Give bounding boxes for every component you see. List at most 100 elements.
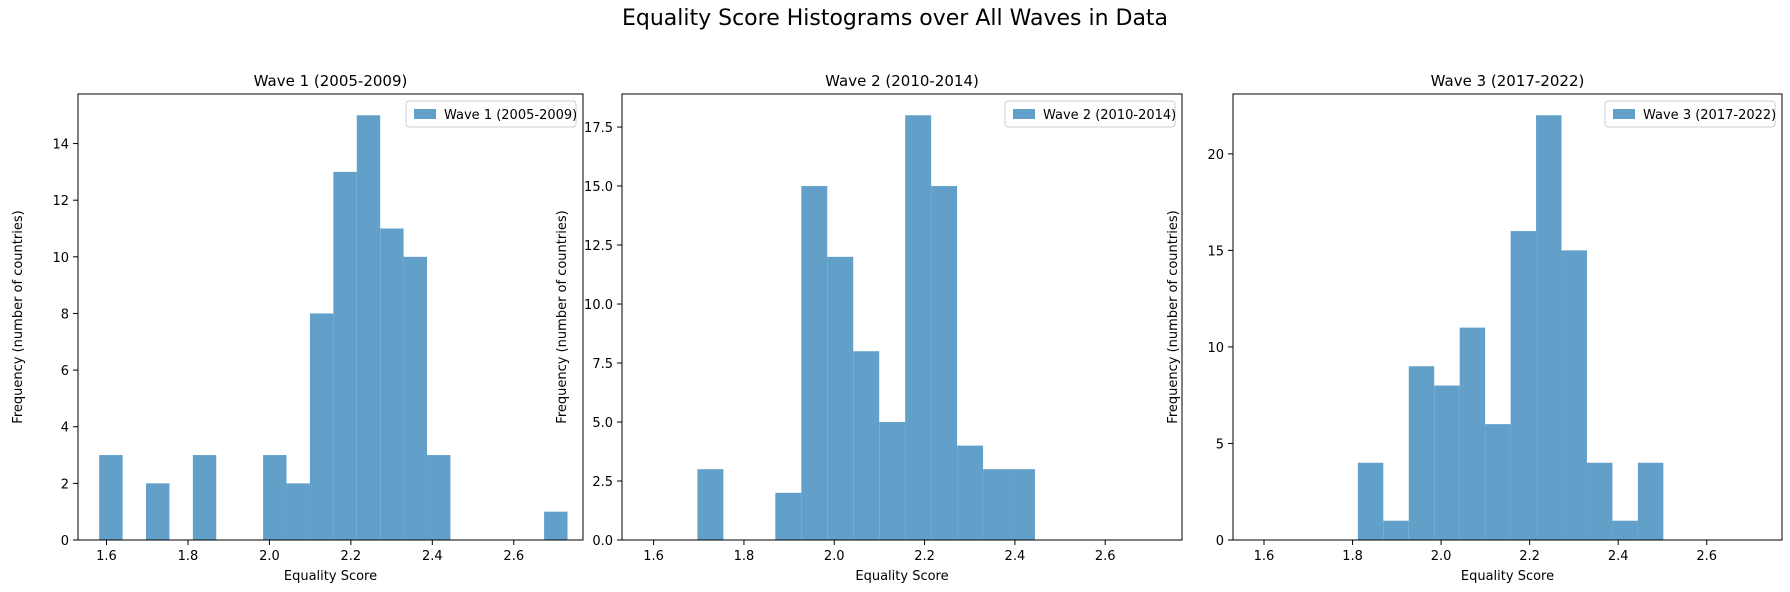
y-axis-label: Frequency (number of countries) bbox=[555, 210, 570, 423]
legend: Wave 2 (2010-2014) bbox=[1004, 100, 1176, 128]
x-tick-label: 2.6 bbox=[1696, 549, 1717, 564]
histogram-bar bbox=[286, 483, 310, 540]
figure-title: Equality Score Histograms over All Waves… bbox=[621, 6, 1169, 31]
y-tick-label: 4 bbox=[61, 421, 69, 436]
y-axis-label: Frequency (number of countries) bbox=[1166, 210, 1181, 423]
histogram-bar bbox=[775, 492, 802, 540]
y-tick-label: 2 bbox=[61, 477, 69, 492]
y-tick-label: 0 bbox=[1216, 534, 1224, 549]
histogram-bar bbox=[931, 186, 958, 541]
x-tick-label: 2.2 bbox=[914, 549, 935, 564]
x-axis-label: Equality Score bbox=[855, 569, 948, 584]
histogram-bar bbox=[801, 186, 828, 541]
y-tick-label: 20 bbox=[1207, 148, 1224, 163]
x-tick-label: 2.4 bbox=[1005, 549, 1026, 564]
y-tick-label: 15.0 bbox=[584, 180, 613, 195]
histogram-bar bbox=[1408, 366, 1435, 540]
subplot-title: Wave 1 (2005-2009) bbox=[254, 72, 408, 90]
histogram-bar bbox=[99, 455, 123, 540]
x-tick-label: 2.2 bbox=[341, 549, 362, 564]
y-tick-label: 5.0 bbox=[592, 416, 613, 431]
y-tick-label: 10 bbox=[1207, 341, 1224, 356]
legend-box bbox=[1604, 100, 1776, 128]
subplot-title: Wave 3 (2017-2022) bbox=[1431, 72, 1585, 90]
histogram-bar bbox=[309, 313, 334, 540]
legend-label: Wave 2 (2010-2014) bbox=[1043, 108, 1176, 123]
histogram-bar bbox=[1612, 520, 1638, 540]
x-tick-label: 1.8 bbox=[1342, 549, 1363, 564]
legend-label: Wave 3 (2017-2022) bbox=[1643, 108, 1776, 123]
y-tick-label: 8 bbox=[61, 307, 69, 322]
histogram-bar bbox=[1383, 520, 1409, 540]
histogram-bar bbox=[263, 455, 287, 540]
legend-box bbox=[1004, 100, 1176, 128]
x-tick-label: 2.0 bbox=[824, 549, 845, 564]
histogram-bar bbox=[1459, 327, 1486, 540]
x-tick-label: 2.0 bbox=[1431, 549, 1452, 564]
y-tick-label: 0.0 bbox=[592, 534, 613, 549]
x-tick-label: 2.4 bbox=[1608, 549, 1629, 564]
histogram-bar bbox=[192, 455, 217, 540]
histogram-bar bbox=[1561, 250, 1587, 540]
histogram-bar bbox=[544, 511, 568, 540]
legend-swatch bbox=[1613, 109, 1635, 119]
histogram-bar bbox=[333, 171, 357, 540]
axes-frame bbox=[1232, 93, 1783, 541]
wave-3-histogram: 1.6 1.8 2.0 2.2 2.4 2.6 0 5 10 15 20 Wave 3 (2017-2… bbox=[1166, 72, 1783, 584]
y-tick-label: 10.0 bbox=[584, 298, 613, 313]
y-tick-label: 5 bbox=[1216, 437, 1224, 452]
x-tick-label: 2.6 bbox=[503, 549, 524, 564]
x-tick-label: 2.4 bbox=[422, 549, 443, 564]
histogram-bar bbox=[853, 351, 880, 540]
histogram-bar bbox=[1510, 231, 1537, 540]
x-axis-label: Equality Score bbox=[1461, 569, 1554, 584]
histogram-bar bbox=[1357, 462, 1384, 540]
y-tick-label: 10 bbox=[52, 251, 69, 266]
histogram-bar bbox=[697, 469, 724, 540]
x-axis-label: Equality Score bbox=[284, 569, 377, 584]
legend-swatch bbox=[414, 109, 436, 119]
legend: Wave 1 (2005-2009) bbox=[405, 100, 577, 128]
x-tick-label: 1.8 bbox=[178, 549, 199, 564]
histogram-bar bbox=[1485, 424, 1511, 540]
x-tick-label: 2.6 bbox=[1095, 549, 1116, 564]
wave-2-histogram: 1.6 1.8 2.0 2.2 2.4 2.6 0.0 2.5 5.0 7.5 10.0 12.5 15… bbox=[555, 72, 1183, 584]
histogram-bar bbox=[146, 483, 170, 540]
histogram-bar bbox=[1637, 462, 1664, 540]
histogram-bar bbox=[427, 455, 451, 540]
x-tick-label: 1.6 bbox=[1254, 549, 1275, 564]
legend: Wave 3 (2017-2022) bbox=[1604, 100, 1776, 128]
legend-box bbox=[405, 100, 577, 128]
histogram-bar bbox=[356, 115, 381, 540]
y-tick-label: 15 bbox=[1207, 244, 1224, 259]
histogram-bar bbox=[1586, 462, 1613, 540]
histogram-bar bbox=[1434, 385, 1460, 540]
wave-1-histogram: 1.6 1.8 2.0 2.2 2.4 2.6 0 2 4 6 8 10 12 14 Wave 1 (200… bbox=[11, 72, 584, 584]
histogram-bar bbox=[983, 469, 1010, 540]
x-tick-label: 1.6 bbox=[96, 549, 117, 564]
histogram-bar bbox=[879, 422, 906, 540]
axes-frame bbox=[621, 93, 1183, 541]
y-tick-label: 6 bbox=[61, 364, 69, 379]
subplot-title: Wave 2 (2010-2014) bbox=[825, 72, 979, 90]
y-tick-label: 7.5 bbox=[592, 357, 613, 372]
histogram-bar bbox=[957, 445, 984, 540]
y-tick-label: 2.5 bbox=[592, 475, 613, 490]
x-tick-label: 1.8 bbox=[734, 549, 755, 564]
y-axis-label: Frequency (number of countries) bbox=[11, 210, 26, 423]
histogram-bar bbox=[380, 228, 404, 540]
x-tick-label: 2.2 bbox=[1519, 549, 1540, 564]
x-tick-label: 1.6 bbox=[643, 549, 664, 564]
histogram-bar bbox=[905, 115, 932, 540]
legend-swatch bbox=[1013, 109, 1035, 119]
y-tick-label: 12.5 bbox=[584, 239, 613, 254]
histogram-bar bbox=[1009, 469, 1035, 540]
y-tick-label: 17.5 bbox=[584, 121, 613, 136]
y-tick-label: 0 bbox=[61, 534, 69, 549]
histogram-bar bbox=[403, 256, 428, 540]
y-tick-label: 12 bbox=[52, 194, 69, 209]
y-tick-label: 14 bbox=[52, 138, 69, 153]
histogram-bar bbox=[827, 256, 854, 540]
histogram-bar bbox=[1536, 115, 1562, 540]
